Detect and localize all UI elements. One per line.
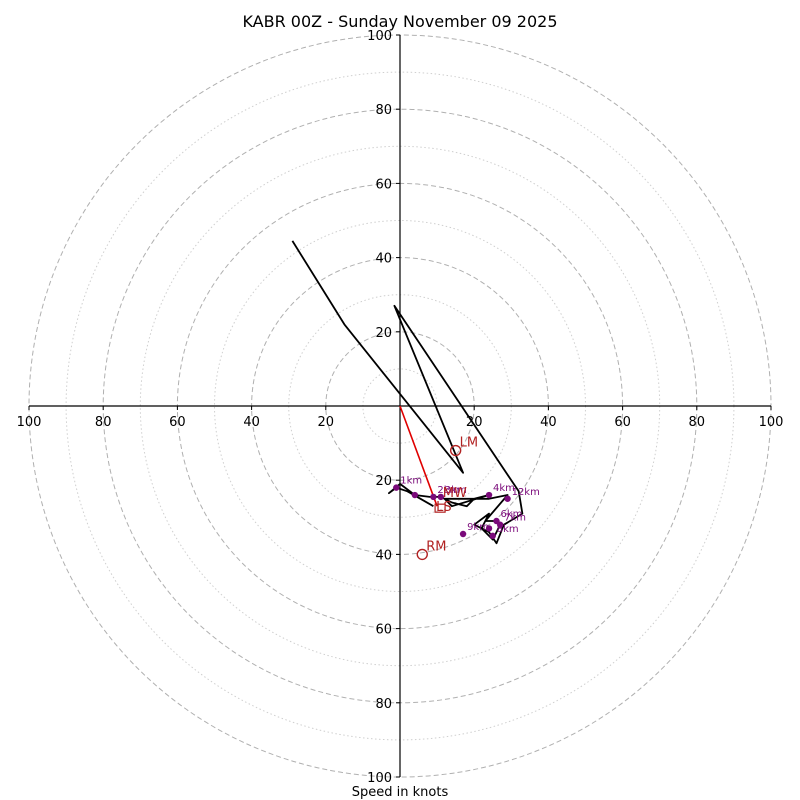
y-tick-label: 20 (375, 326, 392, 341)
height-point (485, 491, 493, 499)
height-point (504, 495, 511, 502)
y-tick-label: 40 (375, 252, 392, 267)
x-tick-label: 40 (243, 415, 260, 430)
x-tick-label: 60 (614, 415, 631, 430)
height-point (430, 493, 437, 501)
y-tick-label: 40 (375, 548, 392, 563)
x-tick-label: 80 (689, 415, 706, 430)
height-point (485, 525, 493, 532)
height-point-label: 7km (504, 513, 526, 524)
bunkers-label: LS (436, 500, 452, 515)
height-point-label: 1km (400, 476, 422, 487)
storm-motion-label: LM (460, 436, 478, 451)
y-tick-label: 60 (375, 177, 392, 192)
x-tick-label: 100 (759, 415, 784, 430)
height-point (489, 532, 496, 540)
height-point (459, 530, 467, 538)
chart-title: KABR 00Z - Sunday November 09 2025 (242, 12, 557, 31)
height-point-label: 4km (493, 483, 515, 494)
storm-motion-lm (449, 444, 462, 457)
storm-motion-label: RM (426, 539, 446, 554)
y-tick-label: 20 (375, 474, 392, 489)
storm-motion-rm (416, 548, 428, 561)
y-tick-label: 80 (375, 697, 392, 712)
height-point-label: 9km (467, 522, 489, 533)
height-point-label: 3km (445, 485, 467, 496)
height-point (437, 493, 445, 501)
mean-wind-label: MW (443, 486, 467, 501)
height-point (496, 521, 504, 528)
y-tick-label: 100 (367, 29, 392, 44)
mean-shear-vector (399, 405, 438, 507)
height-point-label: 6km (500, 509, 522, 520)
x-tick-label: 20 (318, 415, 335, 430)
height-point-label: 8km (497, 524, 519, 535)
y-tick-labels: 100 80 60 40 20 20 40 60 80 100 (367, 29, 400, 786)
x-tick-label: 100 (17, 415, 42, 430)
x-tick-label: 40 (540, 415, 557, 430)
height-point-label: 2km (437, 485, 459, 496)
y-tick-label: 100 (367, 771, 392, 786)
x-axis-label: Speed in knots (352, 785, 449, 800)
y-tick-label: 60 (375, 623, 392, 638)
height-point (393, 484, 400, 491)
x-tick-label: 80 (95, 415, 112, 430)
bunkers-marker (434, 503, 446, 513)
height-point-label: 12km (512, 487, 540, 498)
x-tick-label: 60 (169, 415, 186, 430)
x-tick-labels: 100 80 60 40 20 20 40 60 80 100 (17, 406, 784, 430)
height-point (411, 491, 419, 499)
y-tick-label: 80 (375, 103, 392, 118)
